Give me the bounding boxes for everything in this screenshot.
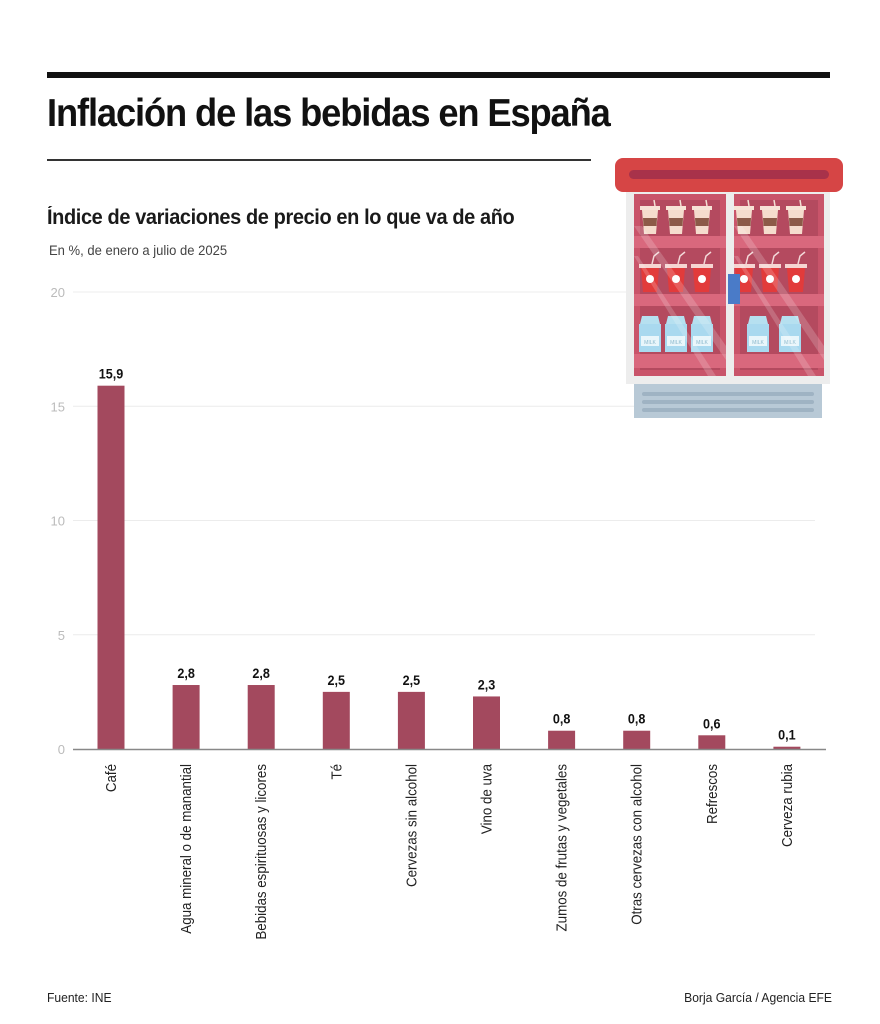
- fridge-top-stripe: [629, 170, 829, 179]
- y-tick-label: 0: [58, 742, 65, 757]
- category-label: Cervezas sin alcohol: [403, 764, 420, 887]
- soda-cup-icon: [785, 251, 807, 292]
- coffee-cup-icon: [734, 199, 754, 234]
- chart-note: En %, de enero a julio de 2025: [49, 242, 228, 258]
- y-axis-ticks: 0 5 10 15 20: [51, 285, 65, 757]
- category-label: Café: [102, 764, 119, 792]
- milk-label: MILK: [752, 340, 764, 346]
- bar: [322, 691, 350, 749]
- fridge-vent: [642, 408, 814, 412]
- y-tick-label: 10: [51, 514, 65, 529]
- value-label: 15,9: [99, 366, 123, 382]
- category-label: Té: [328, 764, 345, 780]
- value-label: 2,5: [328, 672, 346, 688]
- chart-subtitle: Índice de variaciones de precio en lo qu…: [47, 206, 515, 229]
- coffee-cup-icon: [640, 199, 660, 234]
- bar: [773, 746, 801, 749]
- soda-cup-icon: [665, 251, 687, 292]
- soda-cup-icon: [639, 251, 661, 292]
- top-rule: [47, 72, 830, 78]
- value-label: 0,1: [778, 727, 796, 743]
- value-labels: 15,9 2,8 2,8 2,5 2,5 2,3 0,8 0,8 0,6 0,1: [99, 366, 796, 743]
- bar: [172, 685, 200, 749]
- bar-chart: 0 5 10 15 20 15,9 2,8 2,8 2,5 2,5 2,3 0,8 0,8 0,6 0,1…: [51, 285, 826, 940]
- y-tick-label: 5: [58, 628, 65, 643]
- refrigerator-icon: MILK MILK MILK MILK MILK: [615, 158, 843, 418]
- category-label: Otras cervezas con alcohol: [628, 764, 645, 925]
- value-label: 0,8: [628, 711, 646, 727]
- title-divider: [47, 159, 591, 161]
- milk-label: MILK: [644, 340, 656, 346]
- coffee-cup-icon: [760, 199, 780, 234]
- bar: [397, 691, 425, 749]
- milk-carton-icon: MILK: [691, 316, 713, 352]
- category-label: Vino de uva: [478, 764, 495, 834]
- milk-carton-icon: MILK: [665, 316, 687, 352]
- bar: [97, 385, 125, 749]
- value-label: 2,8: [177, 665, 195, 681]
- value-label: 2,5: [403, 672, 421, 688]
- category-label: Refrescos: [703, 764, 720, 824]
- fridge-vent: [642, 392, 814, 396]
- value-label: 2,8: [252, 665, 270, 681]
- value-label: 0,6: [703, 716, 721, 732]
- milk-label: MILK: [696, 340, 708, 346]
- y-tick-label: 15: [51, 399, 65, 414]
- glass-reflection: [634, 226, 824, 376]
- category-label: Cerveza rubia: [778, 764, 795, 847]
- soda-cup-icon: [691, 251, 713, 292]
- bar: [623, 730, 651, 749]
- bar: [473, 696, 500, 749]
- bar: [698, 735, 726, 749]
- bars: [97, 385, 801, 749]
- coffee-cup-icon: [666, 199, 686, 234]
- value-label: 0,8: [553, 711, 571, 727]
- milk-carton-icon: MILK: [779, 316, 801, 352]
- milk-cartons: MILK MILK MILK MILK MILK: [639, 316, 801, 352]
- milk-label: MILK: [670, 340, 682, 346]
- category-label: Agua mineral o de manantial: [178, 764, 195, 934]
- coffee-cup-icon: [786, 199, 806, 234]
- milk-carton-icon: MILK: [747, 316, 769, 352]
- door-handle: [728, 274, 740, 304]
- credit-note: Borja García / Agencia EFE: [684, 990, 832, 1005]
- source-note: Fuente: INE: [47, 990, 112, 1005]
- coffee-cup-icon: [692, 199, 712, 234]
- bar: [247, 685, 275, 749]
- category-label: Bebidas espirituosas y licores: [253, 764, 270, 940]
- bar: [548, 730, 576, 749]
- page-title: Inflación de las bebidas en España: [47, 92, 611, 135]
- milk-label: MILK: [784, 340, 796, 346]
- fridge-vent: [642, 400, 814, 404]
- x-axis-labels: Café Agua mineral o de manantial Bebidas e…: [102, 764, 795, 940]
- coffee-cups: [640, 199, 806, 234]
- category-label: Zumos de frutas y vegetales: [553, 764, 570, 931]
- milk-carton-icon: MILK: [639, 316, 661, 352]
- shelves: [634, 236, 824, 368]
- y-tick-label: 20: [51, 285, 65, 300]
- value-label: 2,3: [478, 677, 496, 693]
- soda-cup-icon: [759, 251, 781, 292]
